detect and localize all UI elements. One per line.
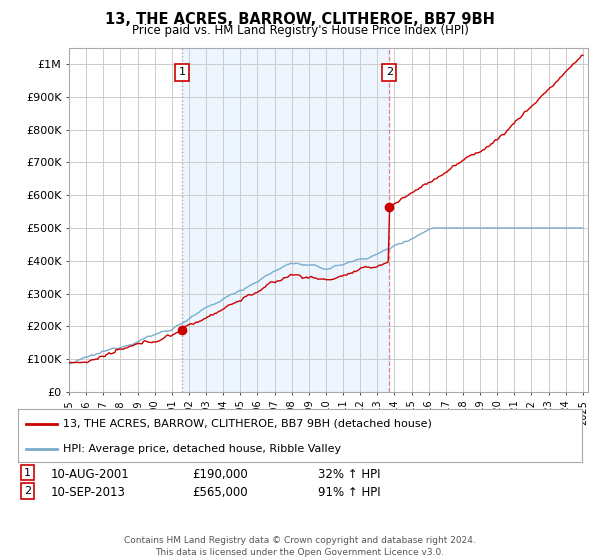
Text: HPI: Average price, detached house, Ribble Valley: HPI: Average price, detached house, Ribb… (63, 444, 341, 454)
Bar (182, 48, 389, 392)
Text: 91% ↑ HPI: 91% ↑ HPI (318, 486, 380, 499)
Text: 10-AUG-2001: 10-AUG-2001 (51, 468, 130, 480)
Text: £190,000: £190,000 (192, 468, 248, 480)
Text: 13, THE ACRES, BARROW, CLITHEROE, BB7 9BH: 13, THE ACRES, BARROW, CLITHEROE, BB7 9B… (105, 12, 495, 27)
Text: 13, THE ACRES, BARROW, CLITHEROE, BB7 9BH (detached house): 13, THE ACRES, BARROW, CLITHEROE, BB7 9B… (63, 419, 432, 429)
Text: Contains HM Land Registry data © Crown copyright and database right 2024.
This d: Contains HM Land Registry data © Crown c… (124, 536, 476, 557)
Text: £565,000: £565,000 (192, 486, 248, 499)
Text: 2: 2 (386, 67, 393, 77)
Text: 1: 1 (24, 468, 31, 478)
Text: 2: 2 (24, 486, 31, 496)
Text: Price paid vs. HM Land Registry's House Price Index (HPI): Price paid vs. HM Land Registry's House … (131, 24, 469, 36)
Text: 10-SEP-2013: 10-SEP-2013 (51, 486, 126, 499)
Text: 32% ↑ HPI: 32% ↑ HPI (318, 468, 380, 480)
Text: 1: 1 (179, 67, 185, 77)
